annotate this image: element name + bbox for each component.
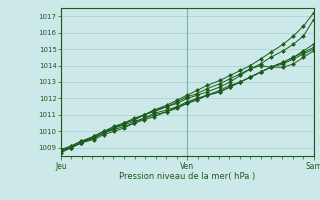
X-axis label: Pression niveau de la mer( hPa ): Pression niveau de la mer( hPa ) <box>119 172 255 181</box>
